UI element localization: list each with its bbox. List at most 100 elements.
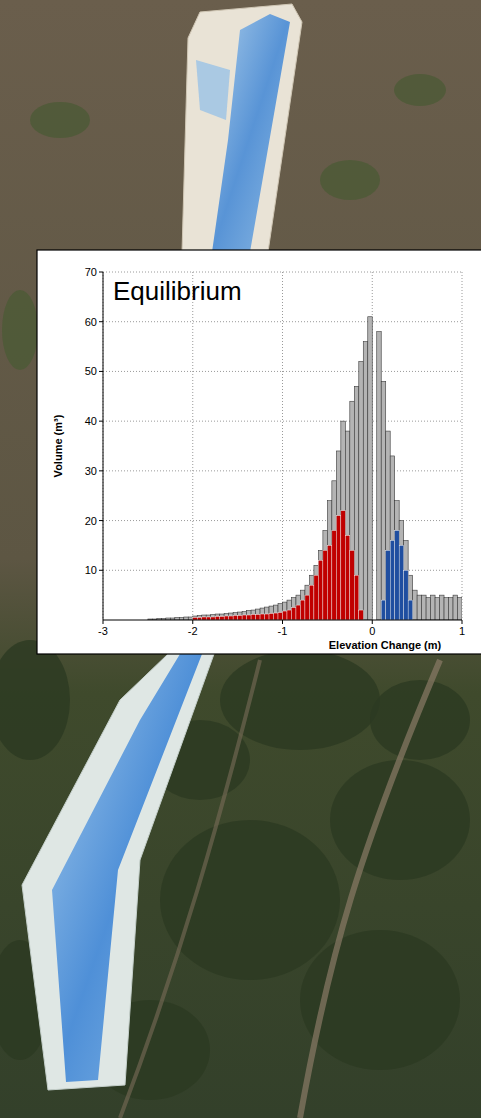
histogram-bar (368, 317, 372, 620)
histogram-bar (291, 608, 295, 620)
histogram-bar (247, 615, 251, 620)
histogram-bar (233, 613, 237, 620)
histogram-bar (332, 531, 336, 620)
histogram-bar (287, 600, 291, 620)
histogram-bar (327, 545, 331, 620)
histogram-bar (309, 575, 313, 620)
y-axis-title: Volume (m³) (52, 414, 64, 477)
histogram-bar (332, 481, 336, 620)
y-tick (99, 272, 103, 273)
histogram-bar (211, 615, 215, 620)
histogram-bar (404, 570, 408, 620)
grid-line-y (103, 421, 462, 422)
histogram-bar (291, 598, 295, 620)
histogram-bar (395, 501, 399, 620)
histogram-bar (336, 516, 340, 620)
grid-line-x (103, 272, 104, 620)
histogram-bar (390, 540, 394, 620)
histogram-bar (296, 595, 300, 620)
histogram-bar (350, 401, 354, 620)
histogram-bar (247, 611, 251, 620)
dem-upper (182, 4, 302, 252)
histogram-bar (220, 617, 224, 620)
histogram-bar (354, 386, 358, 620)
histogram-bar (318, 560, 322, 620)
y-tick (99, 520, 103, 521)
histogram-bar (238, 616, 242, 620)
histogram-bar (224, 616, 228, 620)
histogram-bar (260, 614, 264, 620)
y-tick (99, 421, 103, 422)
histogram-bar (229, 613, 233, 620)
histogram-bar (345, 535, 349, 620)
histogram-bar (193, 616, 197, 620)
histogram-bar (242, 612, 246, 620)
vegetation (220, 650, 380, 750)
x-tick (282, 620, 283, 624)
histogram-bar (278, 604, 282, 620)
y-tick (99, 321, 103, 322)
histogram-bar (300, 590, 304, 620)
histogram-bar (220, 614, 224, 620)
x-tick-label: 0 (369, 625, 375, 637)
grid-line-x (462, 272, 463, 620)
grid-line-y (103, 520, 462, 521)
dem-channel-upper (212, 14, 290, 252)
histogram-bar (395, 531, 399, 620)
histogram-bar (283, 602, 287, 620)
vegetation (0, 640, 70, 760)
histogram-bar (283, 611, 287, 620)
histogram-bar (377, 332, 381, 620)
histogram-bar (386, 431, 390, 620)
y-tick-label: 70 (85, 266, 97, 278)
dem-channel-lower (52, 654, 202, 1082)
vegetation (394, 74, 446, 106)
histogram-bar (300, 600, 304, 620)
histogram-bar (242, 615, 246, 620)
histogram-bar (305, 595, 309, 620)
histogram-bar (251, 610, 255, 620)
histogram-bar (363, 342, 367, 620)
grid-line-x (192, 272, 193, 620)
x-tick-label: -2 (188, 625, 198, 637)
histogram-bar (354, 575, 358, 620)
histogram-bar (251, 615, 255, 620)
histogram-bar (318, 550, 322, 620)
histogram-bar (359, 361, 363, 620)
histogram-bar (323, 550, 327, 620)
histogram-bar (224, 614, 228, 620)
chart-panel (37, 250, 481, 654)
x-axis-title: Elevation Change (m) (329, 639, 442, 651)
histogram-bar (327, 501, 331, 620)
histogram-bar (314, 565, 318, 620)
histogram-bar (287, 610, 291, 620)
histogram-bar (309, 585, 313, 620)
vegetation (320, 160, 380, 200)
histogram-bar (426, 598, 430, 620)
histogram-bar (449, 598, 453, 620)
histogram-bar (390, 456, 394, 620)
dem-pool (196, 60, 230, 120)
histogram-bar (341, 421, 345, 620)
y-tick-label: 40 (85, 415, 97, 427)
histogram-bar (408, 575, 412, 620)
histogram-bar (274, 613, 278, 620)
histogram-bar (345, 431, 349, 620)
histogram-bar (404, 540, 408, 620)
vegetation (330, 760, 470, 880)
y-tick (99, 470, 103, 471)
histogram-bar (435, 598, 439, 620)
histogram-bar (274, 605, 278, 620)
histogram-bar (408, 600, 412, 620)
x-tick (462, 620, 463, 624)
histogram-bar (336, 451, 340, 620)
histogram-bar (350, 550, 354, 620)
histogram-bar (440, 595, 444, 620)
histogram-bar (444, 598, 448, 620)
histogram-bar (417, 595, 421, 620)
x-tick-label: -3 (98, 625, 108, 637)
x-tick-label: 1 (459, 625, 465, 637)
histogram-bar (215, 617, 219, 620)
bars (148, 317, 462, 620)
histogram-bar (269, 614, 273, 620)
